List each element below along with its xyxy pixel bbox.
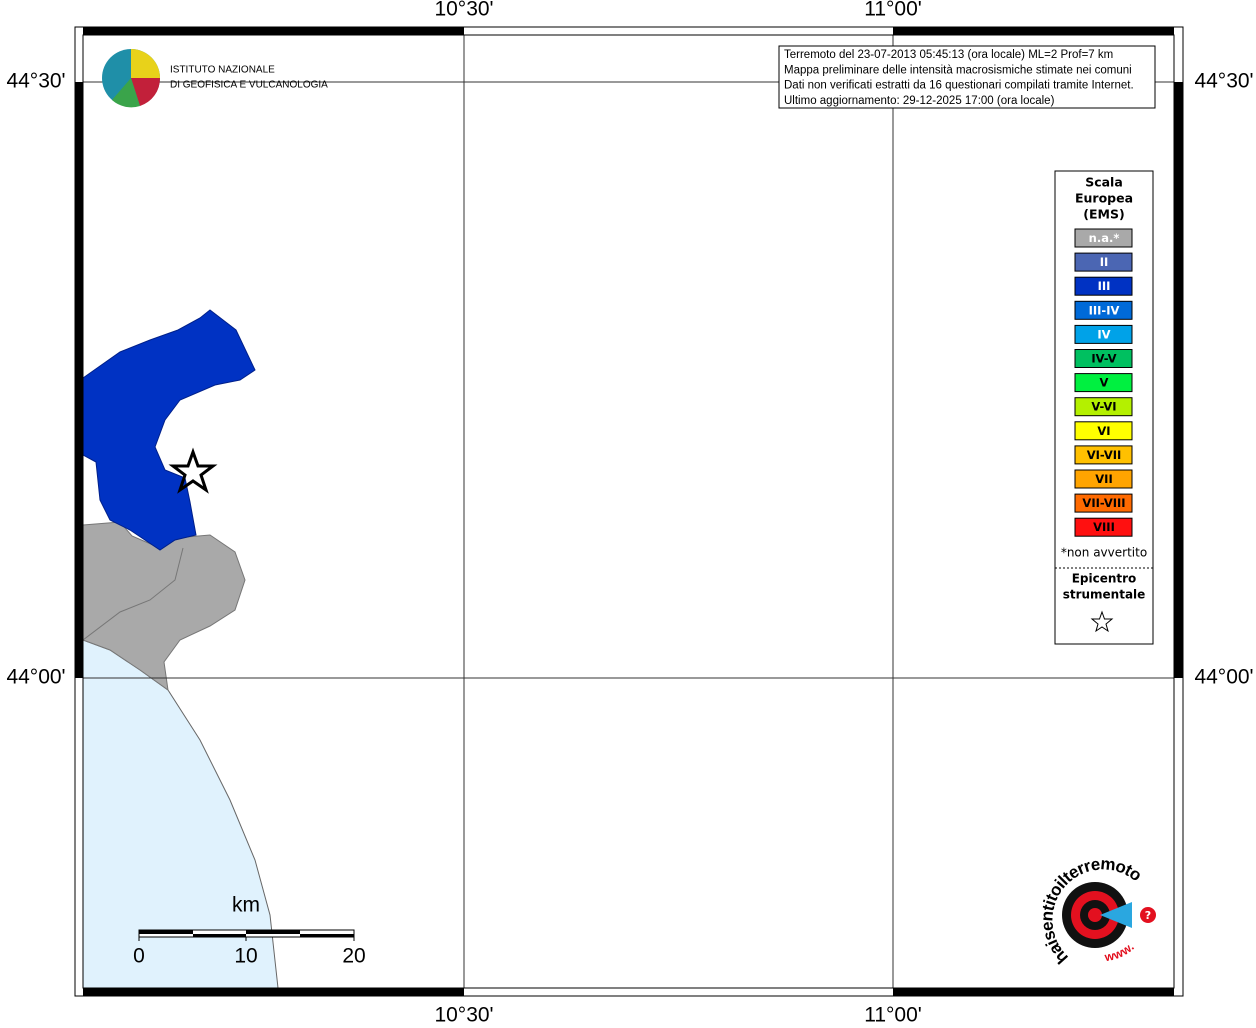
legend-swatch — [1074, 493, 1133, 513]
legend-swatch — [1074, 517, 1133, 537]
legend-label: VI-VII — [1087, 448, 1122, 462]
info-box — [778, 45, 1156, 109]
grid-label: 11°00' — [864, 0, 922, 21]
grid-label: 10°30' — [434, 0, 493, 21]
legend-swatch — [1074, 349, 1133, 368]
legend-swatch — [1074, 228, 1133, 248]
legend-swatch — [1074, 252, 1133, 272]
legend-swatch — [1074, 421, 1133, 441]
info-line: Dati non verificati estratti da 16 quest… — [784, 80, 1134, 92]
info-line: Ultimo aggiornamento: 29-12-2025 17:00 (… — [784, 95, 1055, 107]
graticule — [83, 35, 1174, 988]
grid-label: 44°00' — [1194, 666, 1253, 689]
grid-label: 10°30' — [434, 1004, 493, 1024]
border — [82, 547, 184, 641]
legend-swatch — [1074, 300, 1133, 320]
legend-label: II — [1100, 255, 1109, 269]
scale-label: 10 — [234, 945, 257, 968]
scale-bar: km 0 10 20 — [133, 894, 366, 968]
legend: ScalaEuropea(EMS)n.a.*IIIIIIII-IVIVIV-VV… — [1074, 175, 1133, 537]
legend-title: Scala — [1085, 175, 1123, 190]
scale-label: 20 — [342, 945, 365, 968]
legend-swatch — [1074, 324, 1133, 344]
info-line: Mappa preliminare delle intensità macros… — [784, 64, 1132, 76]
legend-label: VII-VIII — [1082, 496, 1125, 510]
legend-swatch — [1074, 397, 1133, 417]
logo-text: DI GEOFISICA E VULCANOLOGIA — [170, 80, 328, 91]
region-iii — [82, 309, 256, 551]
legend-label: IV — [1097, 327, 1110, 341]
info-text: Terremoto del 23-07-2013 05:45:13 (ora l… — [784, 49, 1134, 107]
grid-label: 44°00' — [6, 666, 65, 689]
legend-label: VI — [1097, 424, 1110, 438]
epicenter-star — [168, 447, 218, 494]
legend-label: III — [1098, 279, 1111, 293]
scale-label: 0 — [133, 945, 145, 968]
site-logo-mark: ? — [1145, 909, 1151, 922]
legend-label: VII — [1095, 472, 1112, 486]
legend-label: VIII — [1093, 520, 1115, 534]
legend-epicenter: strumentale — [1063, 588, 1146, 602]
legend-note: *non avvertito — [1061, 546, 1147, 560]
info-line: Terremoto del 23-07-2013 05:45:13 (ora l… — [784, 49, 1113, 61]
legend-label: V — [1100, 376, 1109, 390]
legend-label: n.a.* — [1089, 231, 1120, 245]
legend-title: (EMS) — [1083, 207, 1124, 222]
grid-label: 11°00' — [864, 1004, 922, 1024]
logo-text: ISTITUTO NAZIONALE — [170, 65, 275, 76]
map-area — [83, 35, 1174, 988]
ingv-logo: ISTITUTO NAZIONALE DI GEOFISICA E VULCAN… — [102, 49, 328, 108]
legend-swatch — [1074, 373, 1133, 393]
grid-label: 44°30' — [6, 70, 65, 93]
legend-title: Europea — [1075, 191, 1133, 206]
legend-label: III-IV — [1089, 303, 1120, 317]
frame — [74, 26, 1184, 997]
legend-label: V-VI — [1091, 400, 1116, 414]
legend-star — [1090, 610, 1114, 633]
grid-label: 44°30' — [1194, 70, 1253, 93]
legend-label: IV-V — [1091, 352, 1116, 366]
legend-swatch — [1074, 445, 1133, 465]
legend-swatch — [1074, 276, 1133, 296]
scale-unit: km — [232, 894, 260, 917]
legend-swatch — [1074, 469, 1133, 489]
legend-epicenter: Epicentro — [1072, 572, 1137, 586]
